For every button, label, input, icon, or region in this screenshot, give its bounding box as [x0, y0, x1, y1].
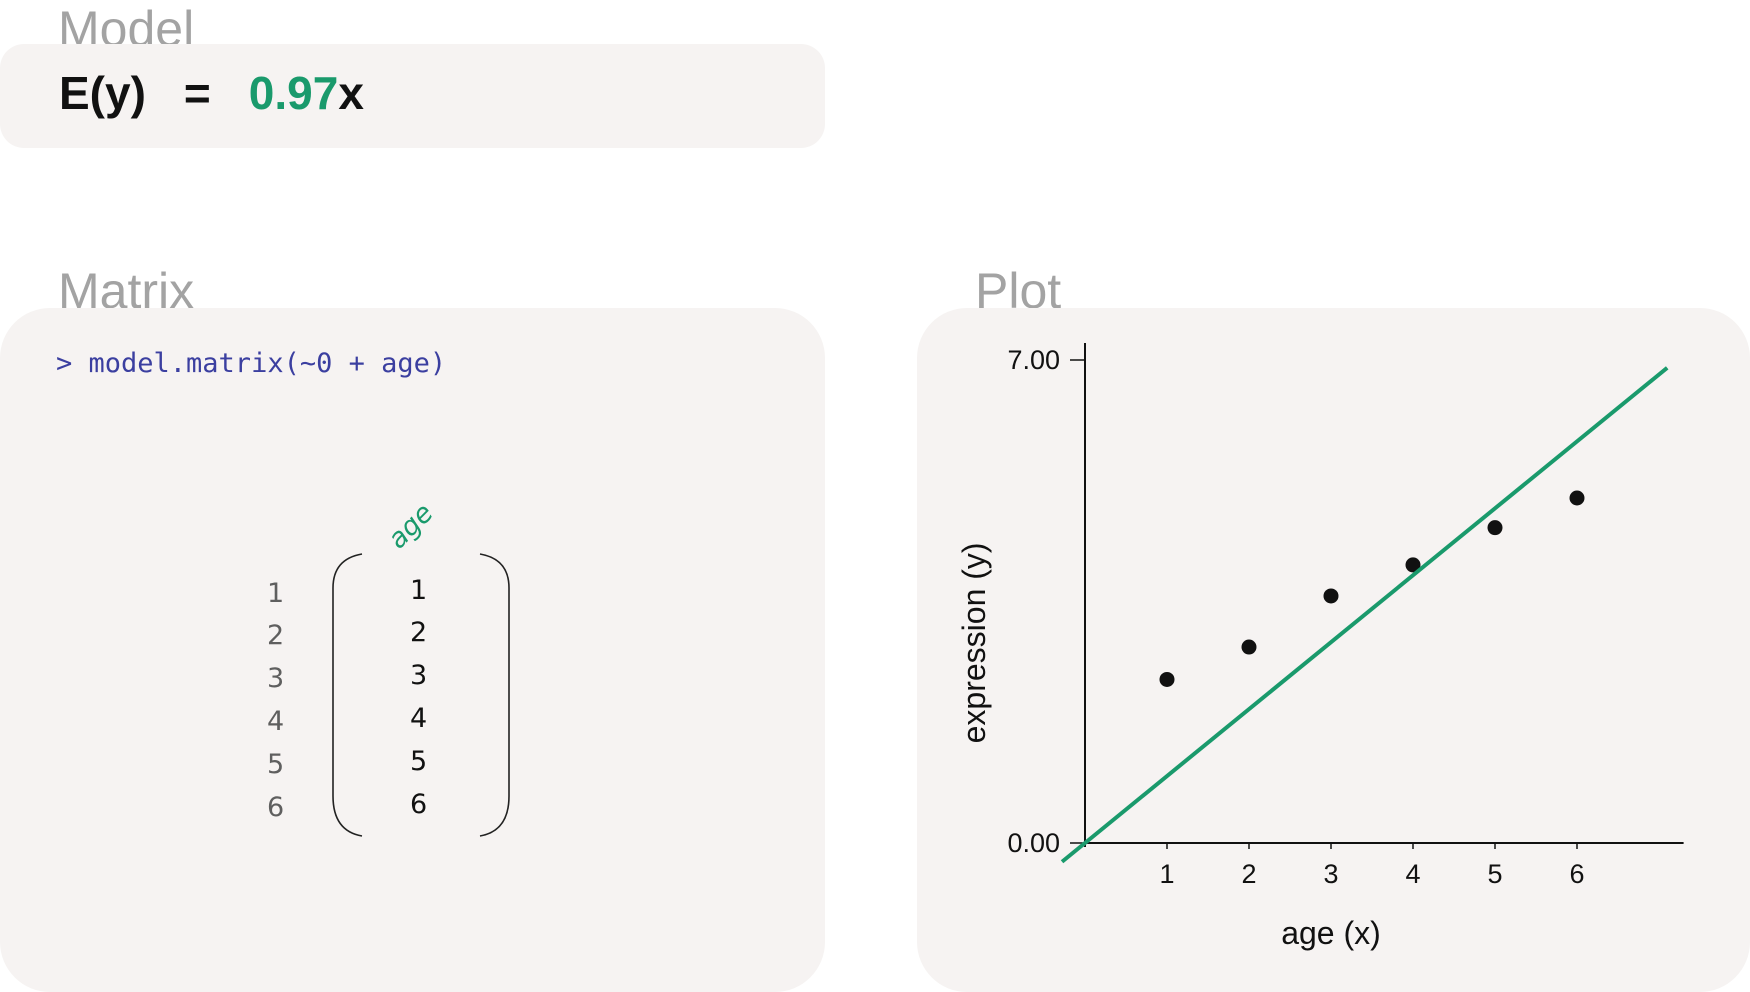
x-tick-label: 3 [1323, 859, 1338, 889]
matrix-cell: 5 [410, 746, 428, 777]
scatter-chart: 1 2 3 4 5 6 0.00 7.00 age (x) expression (y) [956, 343, 1684, 951]
matrix-cell: 1 [410, 575, 428, 606]
matrix-row-index: 5 [267, 749, 285, 780]
equation-coefficient: 0.97 [248, 67, 339, 119]
model-panel [0, 44, 825, 148]
model-equation: E(y) = 0.97x [59, 68, 364, 119]
matrix-brackets [332, 553, 510, 837]
x-tick-label: 1 [1159, 859, 1174, 889]
plot-panel [917, 308, 1750, 992]
y-axis-label: expression (y) [956, 542, 992, 743]
matrix-cell: 6 [410, 789, 428, 820]
x-tick-label: 6 [1569, 859, 1584, 889]
data-point [1241, 639, 1257, 655]
x-tick-label: 5 [1487, 859, 1502, 889]
matrix-right-bracket [479, 553, 510, 837]
plot-section-title: Plot [975, 263, 1062, 319]
y-tick-label: 0.00 [1007, 828, 1060, 858]
matrix-row-index: 4 [267, 706, 285, 737]
data-point [1569, 490, 1585, 506]
equation-equals-sign: = [183, 67, 211, 119]
matrix-row-index: 1 [267, 578, 285, 609]
y-tick-label: 7.00 [1007, 345, 1060, 375]
matrix-panel [0, 308, 825, 992]
matrix-section-title: Matrix [58, 263, 195, 319]
equation-lhs: E(y) [59, 67, 146, 119]
x-tick-label: 2 [1241, 859, 1256, 889]
data-point [1405, 557, 1421, 573]
matrix-row-index: 3 [267, 663, 285, 694]
x-axis-label: age (x) [1281, 915, 1381, 951]
matrix-cell: 3 [410, 660, 428, 691]
matrix-row-index: 2 [267, 620, 285, 651]
equation-variable: x [338, 67, 364, 119]
x-tick-label: 4 [1405, 859, 1420, 889]
matrix-cell: 4 [410, 703, 428, 734]
data-point [1323, 588, 1339, 604]
matrix-left-bracket [332, 553, 363, 837]
r-code-line: > model.matrix(~0 + age) [56, 348, 447, 379]
fit-line [1060, 366, 1669, 864]
data-point [1487, 520, 1503, 536]
matrix-row-index: 6 [267, 792, 285, 823]
data-point [1159, 671, 1175, 687]
matrix-cell: 2 [410, 617, 428, 648]
